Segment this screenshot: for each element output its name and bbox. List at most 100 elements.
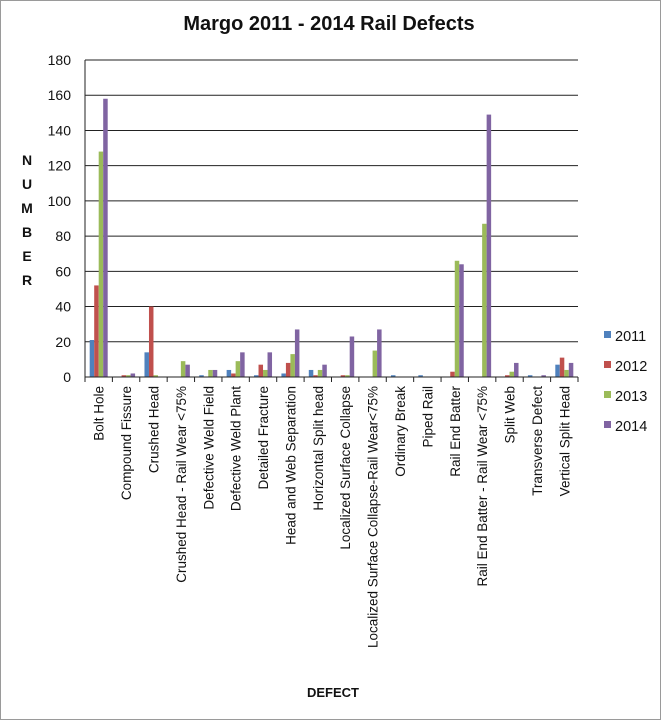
bar-2012	[258, 364, 264, 377]
bar-2013	[482, 223, 487, 377]
bar-2011	[308, 369, 314, 377]
category-label: Crushed Head	[146, 386, 161, 473]
category-label: Split Web	[503, 386, 518, 444]
bar-2012	[231, 373, 236, 377]
bar-2011	[527, 375, 533, 377]
bar-2014	[322, 364, 327, 377]
y-tick-label: 0	[63, 369, 71, 385]
category-label: Rail End Batter	[448, 385, 463, 476]
bar-2012	[505, 375, 510, 377]
category-label: Crushed Head - Rail Wear <75%	[174, 386, 189, 583]
chart-title: Margo 2011 - 2014 Rail Defects	[183, 13, 474, 35]
legend-swatch	[604, 361, 611, 368]
axes	[84, 60, 579, 382]
bar-2013	[180, 361, 186, 377]
bar-2013	[290, 354, 295, 377]
bar-2014	[486, 114, 492, 377]
bar-2012	[559, 357, 565, 377]
category-label: Bolt Hole	[92, 386, 107, 441]
category-label: Localized Surface Collapse-Rail Wear<75%	[366, 386, 381, 648]
bar-2011	[144, 352, 149, 377]
y-tick-label: 60	[55, 263, 71, 279]
gridlines	[85, 59, 578, 343]
bar-2012	[285, 362, 291, 377]
y-axis-label-letter: R	[22, 272, 32, 288]
x-axis-label: DEFECT	[307, 685, 359, 700]
bars	[89, 98, 574, 377]
category-label: Ordinary Break	[393, 386, 408, 477]
bar-2012	[450, 371, 455, 377]
y-axis-label-letter: M	[21, 200, 33, 216]
y-axis-label-letter: N	[22, 152, 32, 168]
bar-2013	[208, 369, 213, 377]
bar-2012	[340, 375, 346, 377]
category-label: Transverse Defect	[530, 386, 545, 496]
bar-2014	[514, 362, 519, 377]
bar-2012	[313, 375, 318, 377]
y-tick-label: 20	[55, 334, 71, 350]
bar-2014	[267, 352, 273, 377]
category-label: Localized Surface Collapse	[338, 386, 353, 550]
bar-2014	[568, 362, 574, 377]
category-label: Head and Web Separation	[283, 386, 298, 545]
bar-2011	[418, 375, 423, 377]
bar-2012	[94, 285, 99, 377]
bar-2014	[541, 375, 546, 377]
bar-2013	[454, 260, 460, 377]
bar-2014	[240, 352, 245, 377]
legend-swatch	[604, 331, 611, 338]
bar-2013	[263, 369, 268, 377]
bar-2014	[212, 369, 218, 377]
bar-2013	[372, 350, 378, 377]
bar-2014	[459, 264, 464, 377]
category-label: Piped Rail	[420, 386, 435, 448]
y-axis-label-letter: E	[22, 248, 31, 264]
legend-swatch	[604, 391, 611, 398]
bar-2014	[349, 336, 355, 377]
category-label: Detailed Fracture	[256, 386, 271, 490]
bar-2014	[103, 98, 108, 377]
bar-2012	[121, 375, 127, 377]
bar-2013	[317, 369, 323, 377]
bar-2014	[130, 373, 136, 377]
bar-2013	[345, 375, 350, 377]
bar-2011	[199, 375, 204, 377]
y-tick-label: 40	[55, 299, 71, 315]
category-label: Vertical Split Head	[557, 386, 572, 496]
category-label: Rail End Batter - Rail Wear <75%	[475, 386, 490, 586]
bar-2011	[89, 340, 95, 377]
legend-label: 2012	[615, 359, 647, 375]
category-label: Compound Fissure	[119, 386, 134, 500]
bar-2014	[377, 329, 382, 377]
y-tick-label: 140	[48, 122, 72, 138]
bar-2012	[148, 306, 154, 377]
bar-2013	[235, 361, 241, 377]
bar-2014	[294, 329, 300, 377]
y-axis-label-letter: B	[22, 224, 32, 240]
category-label: Defective Weld Plant	[229, 386, 244, 511]
x-category-labels: Bolt Hole Compound Fissure Crushed Head Cru…	[92, 385, 573, 648]
category-label: Horizontal Split head	[311, 386, 326, 511]
legend-swatch	[604, 421, 611, 428]
bar-2013	[509, 371, 515, 377]
y-tick-label: 80	[55, 228, 71, 244]
bar-2011	[390, 375, 396, 377]
bar-2011	[281, 373, 286, 377]
legend-label: 2011	[615, 329, 646, 345]
legend: 2011 2012 2013 2014	[604, 329, 647, 435]
y-tick-label: 180	[48, 52, 72, 68]
y-tick-labels: 0 20 40 60 80 100 120 140 160 180	[48, 52, 72, 385]
legend-label: 2013	[615, 389, 647, 405]
y-tick-label: 120	[48, 158, 72, 174]
bar-2013	[98, 151, 104, 377]
y-tick-label: 160	[48, 87, 72, 103]
bar-2011	[555, 364, 560, 377]
bar-2013	[126, 375, 131, 377]
y-tick-label: 100	[48, 193, 72, 209]
category-label: Defective Weld Field	[201, 386, 216, 510]
y-axis-label-letter: U	[22, 176, 32, 192]
bar-2011	[254, 375, 259, 377]
bar-2013	[153, 375, 158, 377]
bar-2011	[226, 369, 232, 377]
